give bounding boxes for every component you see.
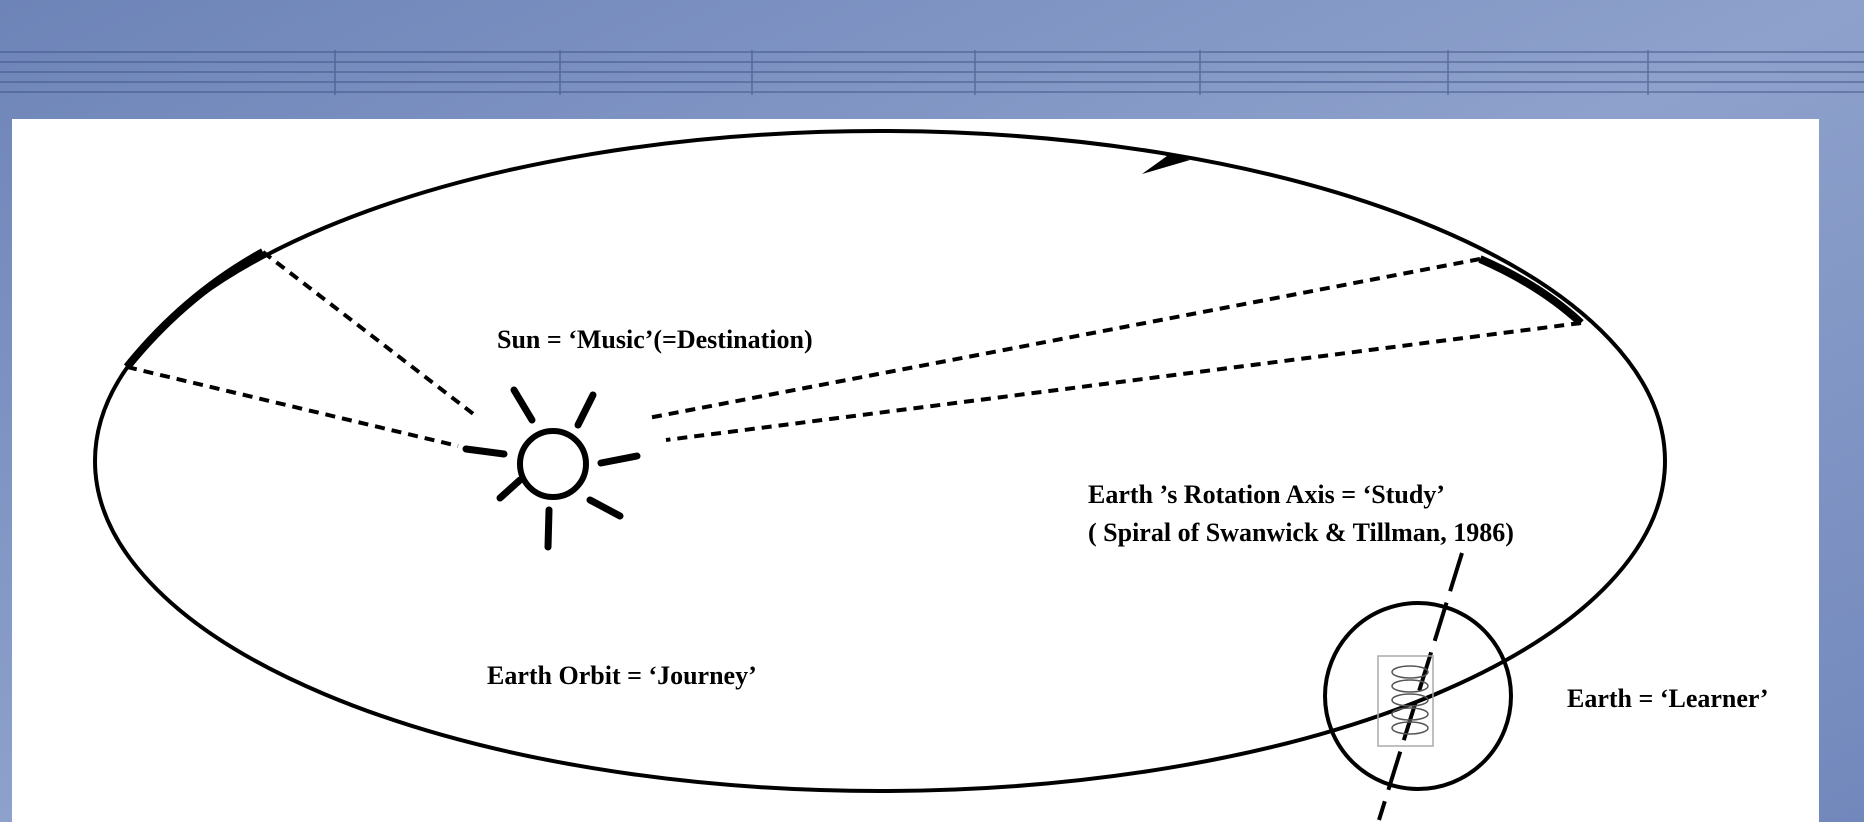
orbit-label: Earth Orbit = ‘Journey’ — [487, 661, 757, 690]
sun-label: Sun = ‘Music’(=Destination) — [497, 325, 813, 354]
earth-label: Earth = ‘Learner’ — [1567, 684, 1769, 713]
axis-source: ( Spiral of Swanwick & Tillman, 1986) — [1088, 518, 1514, 547]
panel — [12, 119, 1819, 822]
axis-label: Earth ’s Rotation Axis = ‘Study’ — [1088, 480, 1445, 509]
diagram: Sun = ‘Music’(=Destination) Earth ’s Rot… — [0, 0, 1864, 822]
